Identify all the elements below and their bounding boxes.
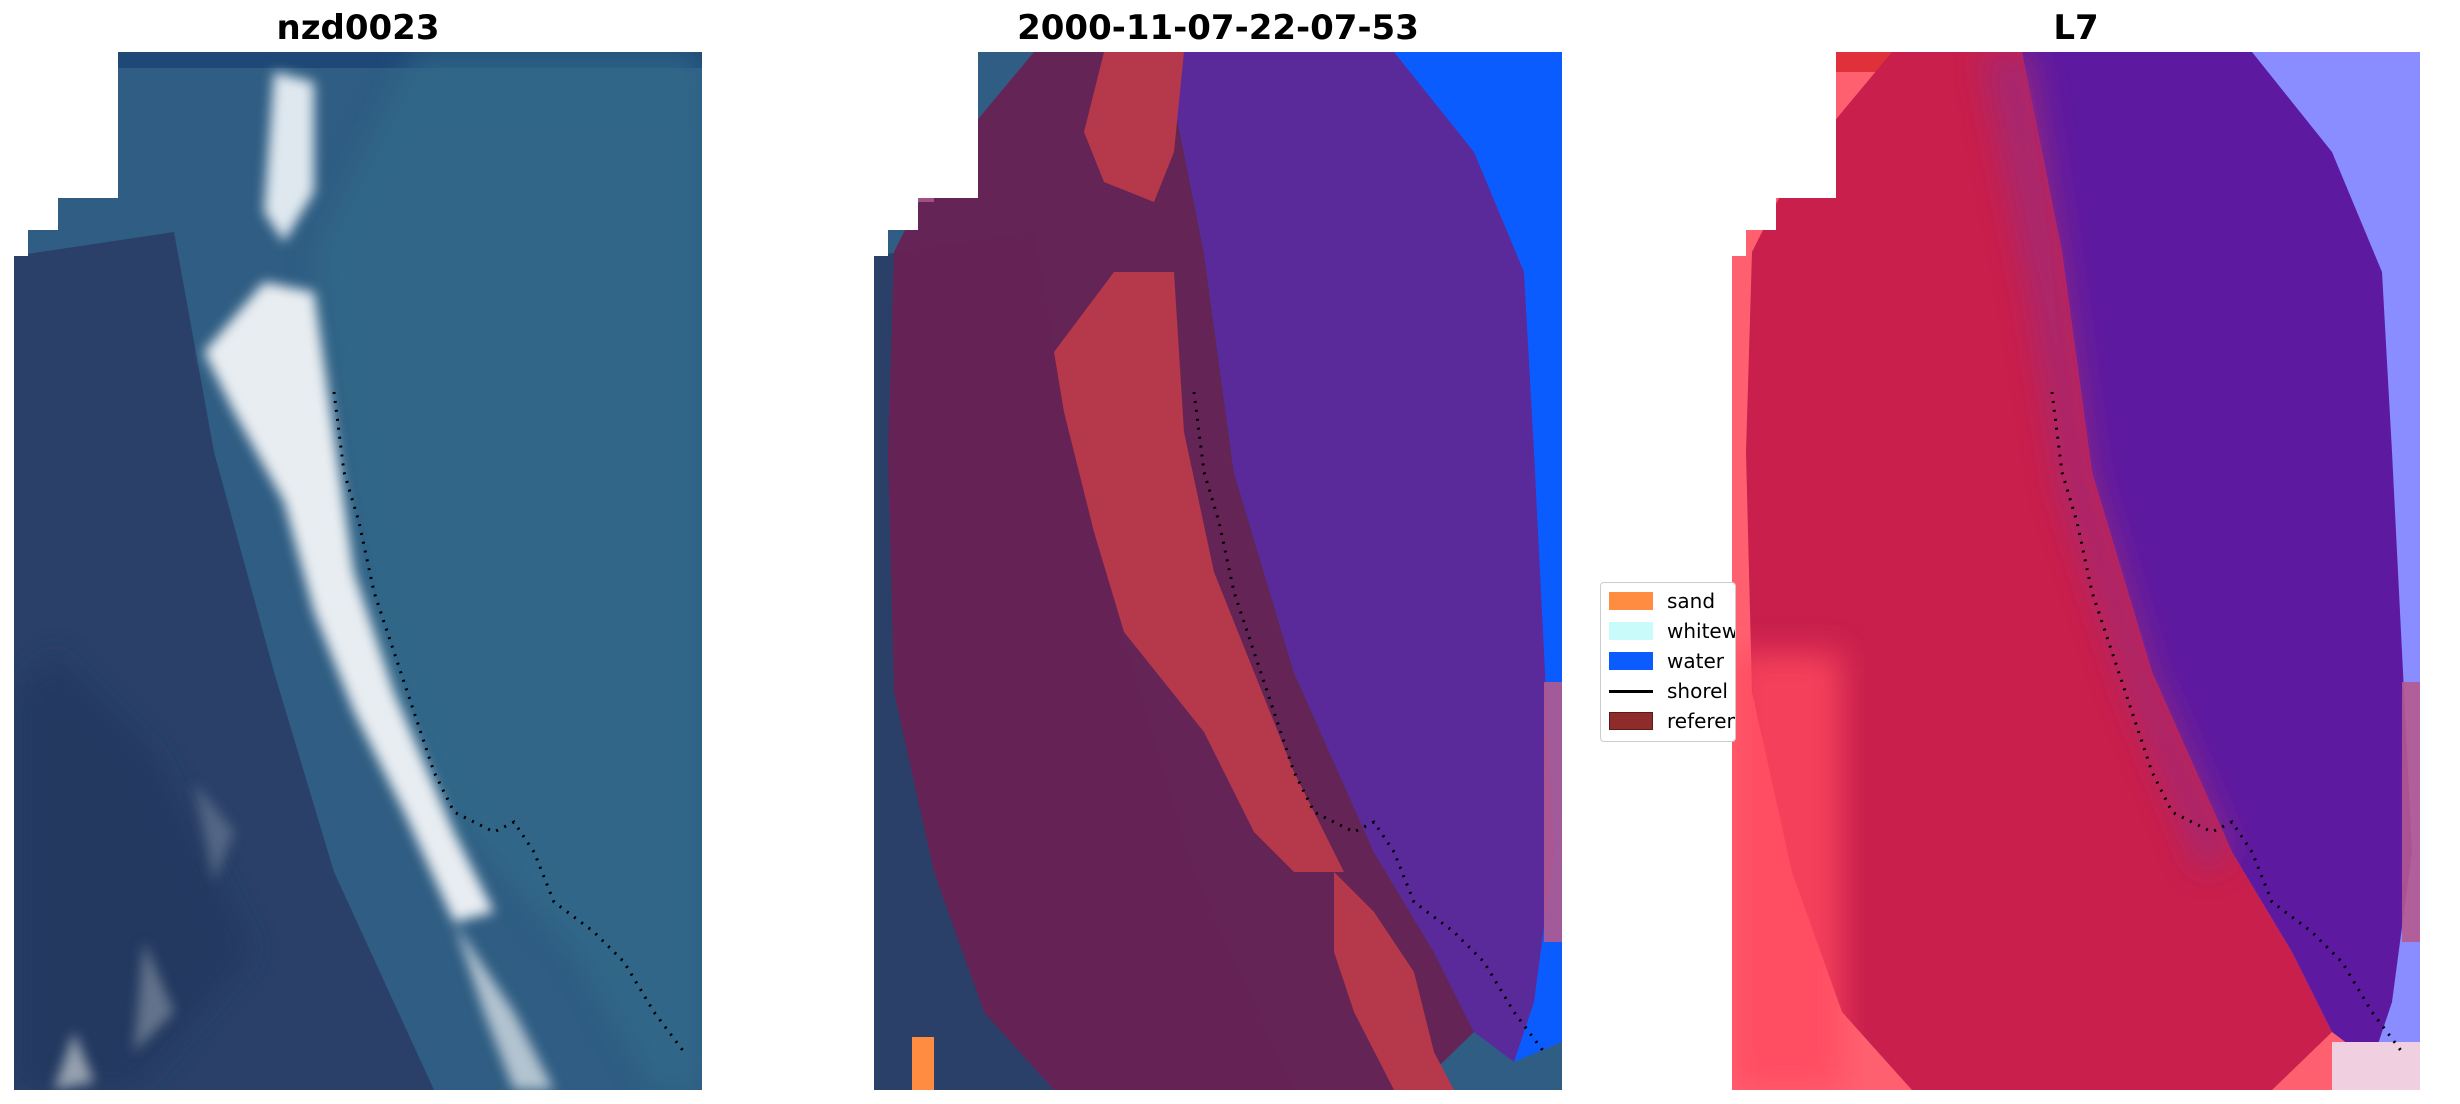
panel-title-classification: 2000-11-07-22-07-53 [1017, 8, 1419, 48]
legend-item-whitewater: whitew [1609, 619, 1736, 643]
legend-swatch-whitewater [1609, 622, 1653, 640]
legend-item-sand: sand [1609, 589, 1715, 613]
legend-label-whitewater: whitew [1667, 619, 1736, 643]
legend-swatch-water [1609, 652, 1653, 670]
rgb-shoreline [332, 391, 686, 1053]
legend-label-sand: sand [1667, 589, 1716, 613]
classification-image [874, 52, 1562, 1090]
legend-swatch-reference [1609, 712, 1653, 730]
legend-label-water: water [1667, 649, 1724, 673]
rgb-satellite-image [14, 52, 702, 1090]
panel-title-rgb: nzd0023 [276, 8, 440, 48]
legend-label-shoreline: shorel [1667, 679, 1728, 703]
legend-swatch-sand [1609, 592, 1653, 610]
index-shoreline [2050, 391, 2404, 1053]
legend-line-shoreline [1609, 689, 1653, 693]
index-image [1732, 52, 2420, 1090]
legend: sand whitew water shorel referen [1600, 582, 1736, 742]
legend-label-reference: referen [1667, 709, 1736, 733]
legend-item-reference: referen [1609, 709, 1736, 733]
panel-title-index: L7 [2053, 8, 2099, 48]
legend-item-water: water [1609, 649, 1724, 673]
classification-shoreline [1192, 391, 1546, 1053]
legend-item-shoreline: shorel [1609, 679, 1728, 703]
